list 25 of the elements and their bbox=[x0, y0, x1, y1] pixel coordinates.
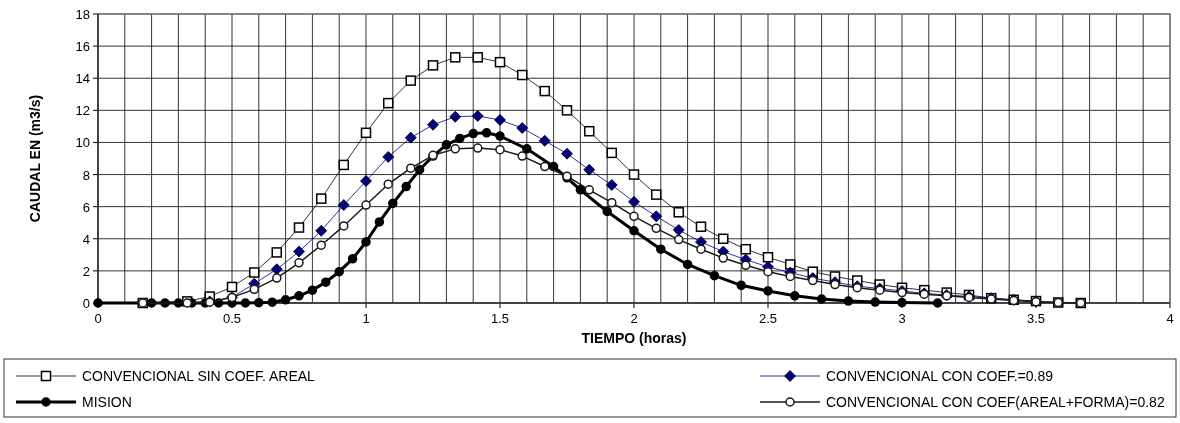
y-tick-label: 18 bbox=[75, 7, 90, 22]
legend-label: CONVENCIONAL CON COEF.=0.89 bbox=[826, 368, 1054, 384]
x-tick-label: 2.5 bbox=[758, 311, 778, 326]
x-axis-title: TIEMPO (horas) bbox=[581, 330, 687, 346]
y-tick-label: 14 bbox=[75, 71, 90, 87]
y-tick-label: 0 bbox=[82, 296, 90, 311]
y-axis-title: CAUDAL EN (m3/s) bbox=[27, 94, 43, 223]
y-tick-label: 8 bbox=[82, 167, 90, 183]
x-tick-label: 3.5 bbox=[1026, 311, 1046, 326]
y-tick-label: 16 bbox=[75, 39, 90, 55]
x-tick-label: 4 bbox=[1166, 311, 1174, 326]
x-tick-label: 0.5 bbox=[222, 311, 242, 326]
y-tick-label: 10 bbox=[75, 135, 90, 151]
legend-label: CONVENCIONAL CON COEF(AREAL+FORMA)=0.82 bbox=[826, 394, 1165, 410]
x-tick-label: 3 bbox=[898, 311, 906, 326]
y-tick-label: 12 bbox=[75, 103, 90, 119]
y-tick-label: 4 bbox=[82, 231, 90, 247]
legend-label: MISION bbox=[82, 394, 132, 410]
x-tick-label: 2 bbox=[630, 311, 638, 326]
y-tick-label: 2 bbox=[82, 263, 90, 279]
legend-label: CONVENCIONAL SIN COEF. AREAL bbox=[82, 368, 316, 384]
x-tick-label: 1 bbox=[362, 311, 370, 326]
x-tick-label: 0 bbox=[94, 311, 102, 326]
x-tick-label: 1.5 bbox=[490, 311, 510, 326]
y-tick-label: 6 bbox=[82, 199, 90, 215]
